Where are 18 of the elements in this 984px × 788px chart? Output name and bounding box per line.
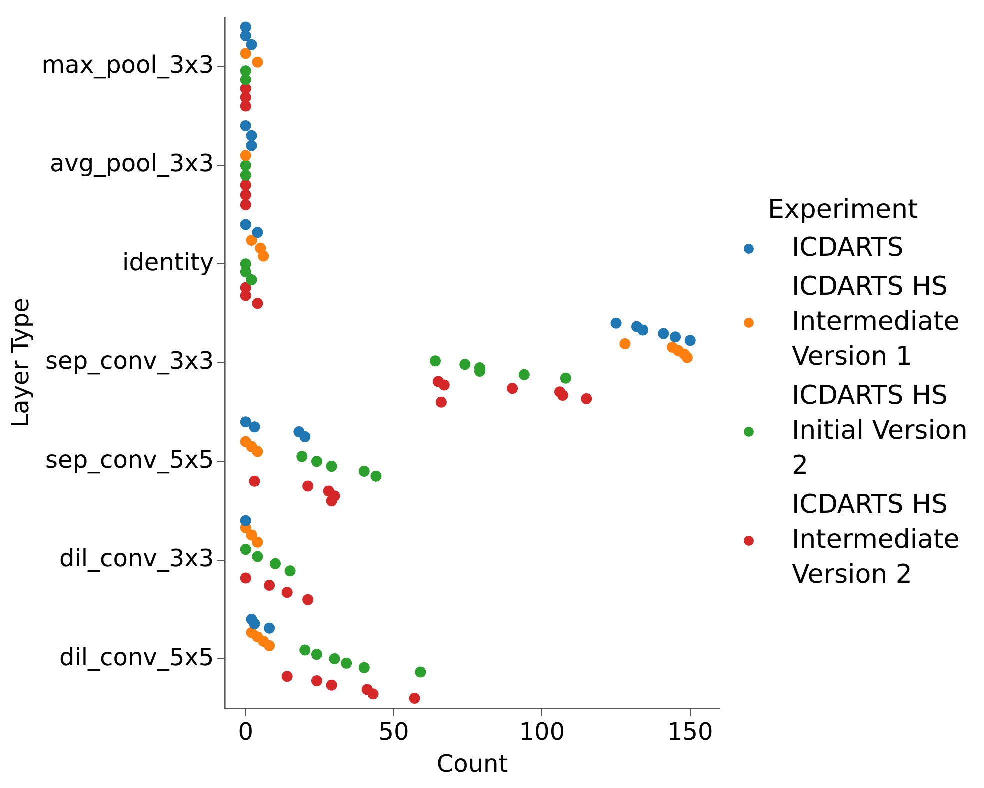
- y-tick-label: sep_conv_5x5: [46, 446, 214, 474]
- x-tick-label: 100: [519, 718, 566, 746]
- legend-label: ICDARTS: [792, 232, 905, 265]
- legend-title: Experiment: [768, 195, 920, 225]
- legend-label: ICDARTS HS Intermediate Version 2: [792, 489, 961, 592]
- legend-label: ICDARTS HS Intermediate Version 1: [792, 271, 961, 374]
- x-axis-title: Count: [436, 750, 508, 778]
- legend-label: ICDARTS HS Initial Version 2: [792, 380, 969, 483]
- y-axis-title: Layer Type: [6, 298, 35, 428]
- y-tick-label: sep_conv_3x3: [46, 347, 214, 376]
- y-tick-label: max_pool_3x3: [42, 50, 214, 79]
- x-tick-label: 50: [378, 718, 410, 746]
- y-tick-label: avg_pool_3x3: [50, 150, 214, 178]
- x-tick-label: 0: [238, 718, 254, 746]
- y-tick-label: dil_conv_3x3: [59, 544, 214, 573]
- x-tick-label: 150: [667, 718, 714, 746]
- y-tick-label: identity: [122, 248, 214, 276]
- y-tick-label: dil_conv_5x5: [59, 643, 214, 672]
